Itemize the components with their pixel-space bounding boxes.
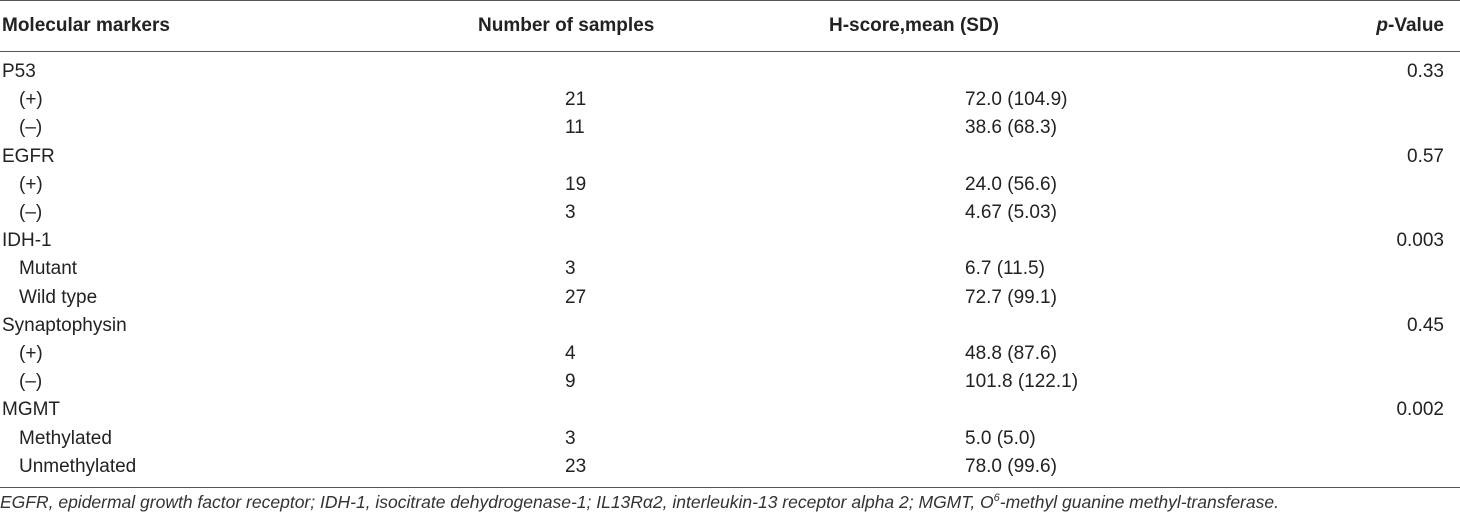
hscore-cell: 72.0 (104.9) [965, 89, 1068, 111]
marker-cell: IDH-1 [2, 230, 52, 252]
table-row: (–) 11 38.6 (68.3) [0, 114, 1460, 142]
marker-cell: (+) [19, 173, 43, 195]
pvalue-cell [1209, 86, 1460, 114]
hscore-cell [829, 52, 1209, 87]
samples-cell [319, 143, 829, 171]
marker-cell: (–) [19, 117, 43, 139]
marker-cell: (+) [19, 342, 43, 364]
hscore-cell: 101.8 (122.1) [965, 371, 1079, 393]
table-row: (+) 4 48.8 (87.6) [0, 340, 1460, 368]
samples-cell: 21 [565, 89, 587, 111]
hscore-cell [829, 143, 1209, 171]
footnote-superscript: 6 [993, 492, 1000, 505]
table-row: Synaptophysin 0.45 [0, 312, 1460, 340]
marker-cell: (–) [19, 371, 43, 393]
marker-cell: MGMT [2, 399, 61, 421]
footnote-text: EGFR, epidermal growth factor receptor; … [0, 492, 994, 512]
samples-cell [319, 52, 829, 87]
pvalue-cell: 0.33 [1407, 61, 1444, 83]
header-number-of-samples: Number of samples [319, 0, 829, 52]
header-p-italic: p [1376, 15, 1389, 36]
pvalue-cell [1209, 114, 1460, 142]
pvalue-cell: 0.003 [1396, 230, 1444, 252]
samples-cell: 3 [565, 202, 576, 224]
samples-cell: 3 [565, 258, 576, 280]
samples-cell: 9 [565, 371, 576, 393]
header-molecular-markers: Molecular markers [0, 0, 319, 52]
pvalue-cell [1209, 368, 1460, 396]
hscore-cell [829, 312, 1209, 340]
table-row: IDH-1 0.003 [0, 227, 1460, 255]
marker-cell: Wild type [19, 286, 98, 308]
hscore-cell [829, 396, 1209, 424]
table-row: (+) 21 72.0 (104.9) [0, 86, 1460, 114]
hscore-cell: 24.0 (56.6) [965, 173, 1057, 195]
table-row: Wild type 27 72.7 (99.1) [0, 284, 1460, 312]
samples-cell [319, 396, 829, 424]
pvalue-cell: 0.002 [1396, 399, 1444, 421]
samples-cell: 3 [565, 427, 576, 449]
header-h-score: H-score,mean (SD) [829, 0, 1209, 52]
table-row: (–) 9 101.8 (122.1) [0, 368, 1460, 396]
pvalue-cell: 0.45 [1407, 314, 1444, 336]
hscore-cell: 72.7 (99.1) [965, 286, 1057, 308]
table-footnote: EGFR, epidermal growth factor receptor; … [0, 492, 1279, 513]
marker-cell: Mutant [19, 258, 78, 280]
pvalue-cell [1209, 284, 1460, 312]
pvalue-cell [1209, 199, 1460, 227]
marker-cell: Methylated [19, 427, 112, 449]
table-row: Mutant 3 6.7 (11.5) [0, 255, 1460, 283]
marker-cell: (–) [19, 202, 43, 224]
table-row: (+) 19 24.0 (56.6) [0, 171, 1460, 199]
table-row: EGFR 0.57 [0, 143, 1460, 171]
marker-cell: Unmethylated [0, 452, 319, 488]
table-row: Unmethylated 23 78.0 (99.6) [0, 452, 1460, 488]
pvalue-cell [1209, 424, 1460, 452]
hscore-cell [829, 227, 1209, 255]
table-row: (–) 3 4.67 (5.03) [0, 199, 1460, 227]
hscore-cell: 48.8 (87.6) [965, 342, 1057, 364]
samples-cell [319, 312, 829, 340]
marker-cell: Synaptophysin [2, 314, 127, 336]
samples-cell: 23 [319, 452, 829, 488]
molecular-markers-table: Molecular markers Number of samples H-sc… [0, 0, 1460, 488]
hscore-cell: 78.0 (99.6) [829, 452, 1209, 488]
samples-cell [319, 227, 829, 255]
hscore-cell: 4.67 (5.03) [965, 202, 1057, 224]
marker-cell: EGFR [2, 145, 55, 167]
pvalue-cell [1209, 452, 1460, 488]
table-header-row: Molecular markers Number of samples H-sc… [0, 0, 1460, 52]
samples-cell: 4 [565, 342, 576, 364]
pvalue-cell: 0.57 [1407, 145, 1444, 167]
pvalue-cell [1209, 340, 1460, 368]
hscore-cell: 38.6 (68.3) [965, 117, 1057, 139]
header-p-rest: -Value [1388, 15, 1444, 36]
table-row: P53 0.33 [0, 52, 1460, 87]
table-row: MGMT 0.002 [0, 396, 1460, 424]
header-p-value: p-Value [1209, 0, 1460, 52]
pvalue-cell [1209, 171, 1460, 199]
hscore-cell: 5.0 (5.0) [965, 427, 1036, 449]
hscore-cell: 6.7 (11.5) [965, 258, 1045, 280]
samples-cell: 19 [565, 173, 587, 195]
marker-cell: P53 [2, 61, 36, 83]
marker-cell: (+) [19, 89, 43, 111]
samples-cell: 27 [565, 286, 587, 308]
table-row: Methylated 3 5.0 (5.0) [0, 424, 1460, 452]
samples-cell: 11 [565, 117, 585, 139]
pvalue-cell [1209, 255, 1460, 283]
footnote-text-end: -methyl guanine methyl-transferase. [999, 492, 1279, 512]
